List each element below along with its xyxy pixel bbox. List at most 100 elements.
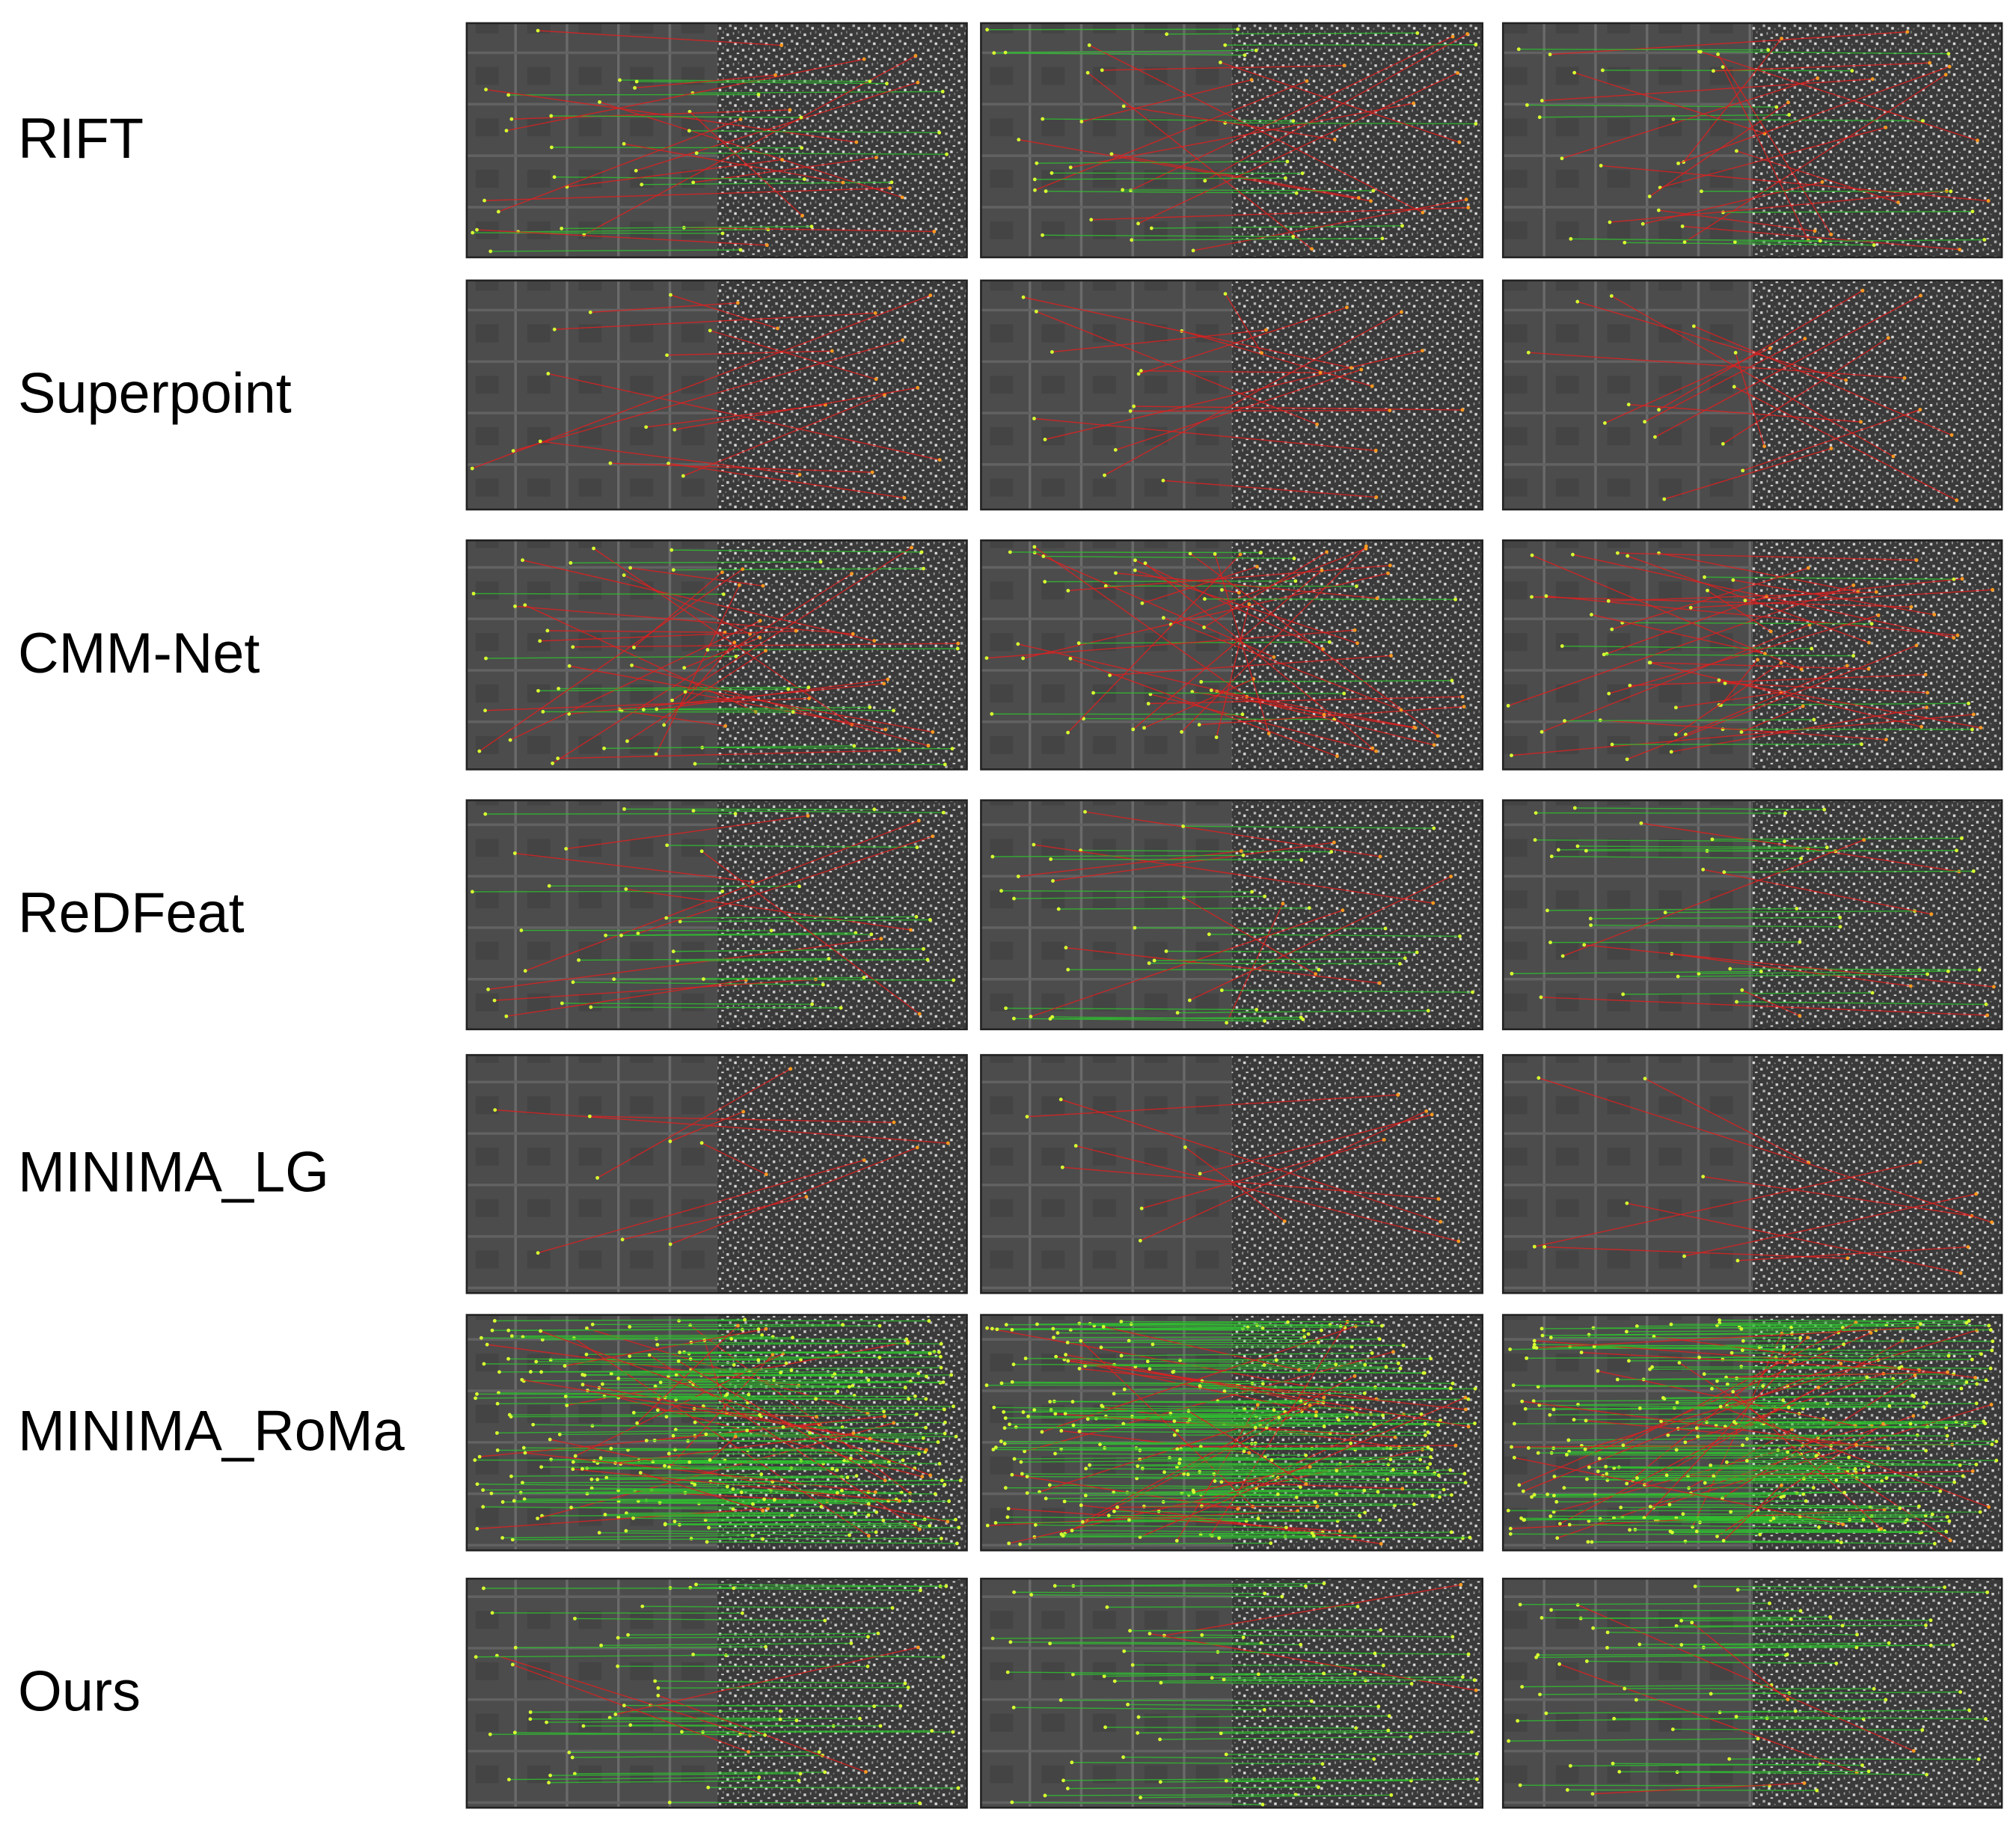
keypoint [1068, 165, 1073, 170]
keypoint [634, 79, 639, 84]
match-line [1226, 1778, 1477, 1781]
keypoint [1915, 1433, 1920, 1437]
match-line [494, 1109, 949, 1144]
keypoint [809, 224, 814, 229]
match-line [497, 1655, 750, 1736]
keypoint [1334, 1362, 1338, 1367]
match-line [1735, 239, 1985, 243]
keypoint [789, 1368, 794, 1372]
keypoint [513, 1645, 518, 1650]
keypoint [1860, 288, 1865, 293]
keypoint [901, 338, 905, 343]
match-line [625, 888, 911, 931]
keypoint [1928, 1618, 1933, 1623]
sar-image [1752, 22, 2003, 257]
match-line [1148, 1361, 1399, 1364]
keypoint [1706, 588, 1709, 593]
keypoint [926, 744, 931, 748]
keypoint [483, 812, 488, 816]
match-line [657, 1342, 908, 1346]
keypoint [681, 474, 685, 478]
match-line [1609, 190, 1947, 223]
keypoint [985, 1326, 989, 1330]
keypoint [1325, 550, 1329, 554]
keypoint [604, 933, 607, 937]
keypoint [1702, 1372, 1706, 1376]
keypoint [1149, 226, 1153, 230]
keypoint [1628, 1528, 1632, 1532]
keypoint [835, 1468, 839, 1472]
keypoint [488, 249, 493, 254]
keypoint [644, 425, 649, 429]
match-panel [465, 799, 968, 1031]
match-line [1193, 1466, 1311, 1493]
keypoint [1017, 138, 1021, 142]
match-line [1065, 947, 1380, 984]
keypoint [1991, 1339, 1995, 1344]
keypoint [618, 78, 622, 82]
keypoint [1834, 1478, 1839, 1482]
match-line [689, 130, 940, 134]
keypoint [1549, 854, 1554, 859]
keypoint [1165, 32, 1169, 37]
match-line [1739, 1325, 1989, 1328]
keypoint [1817, 1525, 1822, 1529]
match-line [1011, 1802, 1263, 1805]
keypoint [1798, 1609, 1803, 1613]
match-line [1722, 67, 1809, 241]
keypoint [1648, 1367, 1652, 1371]
match-line [1093, 692, 1344, 694]
match-line [1222, 589, 1240, 593]
keypoint [682, 666, 687, 670]
match-panel [1501, 539, 2003, 771]
keypoint [1376, 1704, 1381, 1709]
keypoint [628, 1354, 632, 1359]
keypoint [473, 1458, 477, 1462]
match-line [1590, 924, 1841, 928]
keypoint [507, 1413, 512, 1417]
match-line [1737, 1246, 1968, 1261]
keypoint [1551, 1407, 1556, 1412]
keypoint [941, 1655, 946, 1659]
keypoint [879, 937, 883, 941]
keypoint [1781, 1398, 1786, 1402]
keypoint [1905, 30, 1910, 34]
keypoint [1371, 189, 1376, 193]
keypoint [1548, 940, 1552, 945]
keypoint [1671, 117, 1676, 121]
keypoint [1307, 906, 1311, 911]
keypoint [668, 1242, 672, 1246]
keypoint [534, 1359, 539, 1364]
match-line [562, 1003, 812, 1005]
keypoint [1380, 236, 1385, 241]
keypoint [1572, 1418, 1576, 1421]
keypoint [1320, 569, 1324, 572]
match-line [629, 1355, 880, 1359]
keypoint [1269, 1458, 1274, 1463]
keypoint [940, 89, 945, 94]
keypoint [1412, 1502, 1416, 1507]
keypoint [1701, 867, 1706, 872]
keypoint [757, 1775, 762, 1780]
keypoint [1741, 468, 1745, 473]
match-line [538, 30, 782, 46]
keypoint [1679, 1643, 1684, 1647]
keypoint [1053, 1451, 1057, 1456]
match-line [1741, 706, 1804, 733]
match-line [1682, 1513, 1933, 1515]
keypoint [930, 1729, 934, 1733]
keypoint [1513, 1421, 1516, 1426]
match-line [477, 1484, 728, 1487]
keypoint [1358, 1514, 1361, 1518]
keypoint [939, 1365, 943, 1370]
keypoint [1070, 1760, 1074, 1765]
keypoint [1853, 1466, 1857, 1471]
keypoint [1397, 1361, 1400, 1365]
keypoint [1548, 1335, 1553, 1340]
keypoint [1768, 346, 1772, 350]
optical-image [981, 280, 1232, 510]
keypoint [1768, 1601, 1771, 1606]
keypoint [1554, 1499, 1559, 1504]
panel-border [465, 1053, 968, 1294]
match-line [522, 560, 874, 642]
